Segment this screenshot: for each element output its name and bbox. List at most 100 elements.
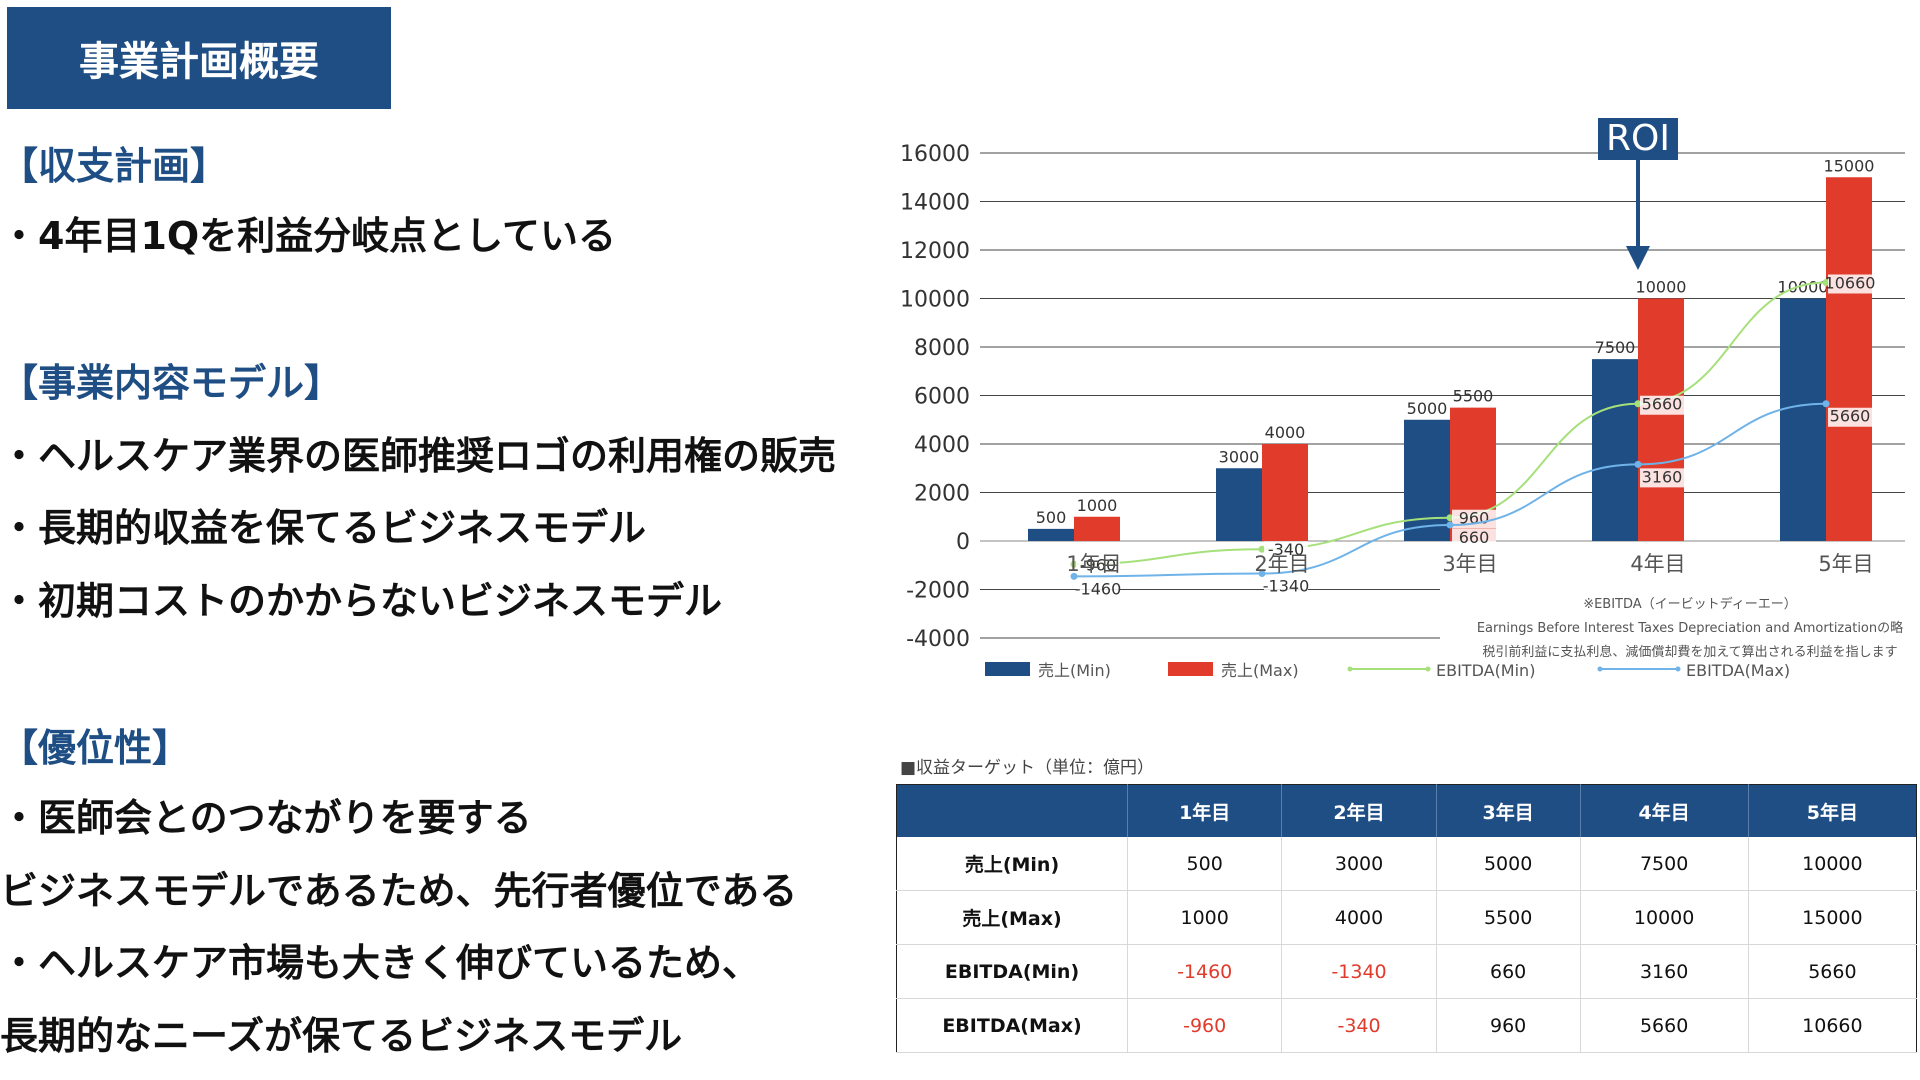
bar [1262,444,1308,541]
y-tick-label: 12000 [900,239,970,264]
table-cell: -1460 [1126,944,1282,999]
bar [1592,359,1638,541]
y-tick-label: -2000 [906,579,970,604]
table-header-row: 1年目 2年目 3年目 4年目 5年目 [896,784,1917,837]
line-point [1070,572,1078,580]
table-cell: 5660 [1579,998,1749,1053]
bar-value-label: 10000 [1636,278,1687,297]
section-heading-plan: 【収支計画】 [0,144,229,188]
line-point [1070,560,1078,568]
table-header-cell: 2年目 [1281,784,1437,837]
line-label-bg [1828,407,1872,427]
bar-value-label: 500 [1036,508,1067,527]
line-value-label: -340 [1268,540,1304,559]
y-tick-label: 2000 [914,482,970,507]
page-title: 事業計画概要 [7,7,391,109]
advantage-item: 長期的なニーズが保てるビジネスモデル [0,1014,683,1058]
bar-value-label: 15000 [1824,156,1875,175]
y-tick-label: -4000 [906,627,970,652]
bar [1028,528,1074,541]
line-label-bg [1828,274,1872,294]
table-row-header: 売上(Min) [896,837,1128,891]
legend-point [1597,666,1603,672]
model-item: ・ヘルスケア業界の医師推奨ロゴの利用権の販売 [0,434,837,478]
table-header-cell: 3年目 [1435,784,1581,837]
line-label-bg [1076,556,1120,576]
table-row: 売上(Max) 1000 4000 5500 10000 15000 [896,890,1917,945]
table-cell: -1340 [1281,944,1437,999]
bar-value-label: 4000 [1265,423,1306,442]
line-point [1446,521,1454,529]
table-row-header: EBITDA(Max) [896,998,1128,1053]
y-tick-label: 0 [956,530,970,555]
line-label-bg [1452,528,1496,548]
table-cell: 960 [1435,998,1581,1053]
line-label-bg [1264,541,1308,561]
bar-value-label: 3000 [1219,447,1260,466]
table-cell: 1000 [1126,890,1282,945]
y-tick-label: 6000 [914,385,970,410]
section-heading-advantage: 【優位性】 [0,726,191,770]
legend-label: 売上(Min) [1038,661,1111,680]
advantage-item: ビジネスモデルであるため、先行者優位である [0,869,798,913]
y-tick-label: 8000 [914,336,970,361]
roi-box [1598,110,1678,160]
table-header-cell [896,784,1128,837]
bar-value-label: 7500 [1595,338,1636,357]
chart-canvas: 16000 14000 12000 10000 8000 6000 4000 2000 0 -20… [900,110,1920,680]
table-cell: 7500 [1579,837,1749,891]
bar-value-label: 10000 [1778,278,1829,297]
table-row-header: EBITDA(Min) [896,944,1128,999]
line-point [1446,514,1454,522]
y-tick-label: 10000 [900,288,970,313]
table-row: 売上(Min) 500 3000 5000 7500 10000 [896,837,1917,891]
legend-point [1425,666,1431,672]
legend-label: EBITDA(Max) [1686,661,1790,680]
bar [1826,177,1872,541]
table-row-header: 売上(Max) [896,890,1128,945]
table-row: EBITDA(Min) -1460 -1340 660 3160 5660 [896,944,1917,999]
ebitda-note: 税引前利益に支払利息、減価償却費を加えて算出される利益を指します [1482,644,1897,660]
x-category-label: 3年目 [1442,552,1497,576]
ebitda-note: Earnings Before Interest Taxes Depreciat… [1477,620,1903,636]
table-cell: 660 [1435,944,1581,999]
plan-item: ・4年目1Qを利益分岐点としている [0,214,617,258]
table-cell: 10660 [1747,998,1917,1053]
table-cell: 10000 [1579,890,1749,945]
bar [1638,298,1684,541]
legend-swatch [1168,662,1213,676]
bar [1780,298,1826,541]
y-tick-label: 14000 [900,191,970,216]
line-value-label: -1340 [1263,576,1310,595]
section-heading-model: 【事業内容モデル】 [0,361,343,405]
x-category-label: 5年目 [1818,552,1873,576]
line-point [1634,460,1642,468]
line-label-bg [1640,395,1684,415]
table-cell: 5500 [1435,890,1581,945]
line-label-bg [1076,580,1120,600]
table-cell: -960 [1126,998,1282,1053]
bar [1404,419,1450,541]
table-header-cell: 1年目 [1126,784,1282,837]
line-value-label: 10660 [1825,273,1876,292]
table-cell: 10000 [1747,837,1917,891]
legend-point [1675,666,1681,672]
line-label-bg [1264,577,1308,597]
table-cell: -340 [1281,998,1437,1053]
x-category-label: 2年目 [1254,552,1309,576]
note-bg [1440,584,1920,675]
advantage-item: ・医師会とのつながりを要する [0,796,532,840]
advantage-item: ・ヘルスケア市場も大きく伸びているため、 [0,941,761,985]
table-body: 売上(Min) 500 3000 5000 7500 10000 売上(Max) 1000 40… [896,837,1917,1053]
line-value-label: 3160 [1642,467,1683,486]
line-point [1822,400,1830,408]
bar-value-label: 5000 [1407,399,1448,418]
line-point [1258,545,1266,553]
revenue-chart: 16000 14000 12000 10000 8000 6000 4000 2000 0 -20… [880,110,1920,698]
legend-swatch [985,662,1030,676]
line-point [1634,400,1642,408]
line-point [1258,569,1266,577]
table-cell: 5000 [1435,837,1581,891]
roi-arrow-head [1626,246,1650,270]
line-point [1822,278,1830,286]
